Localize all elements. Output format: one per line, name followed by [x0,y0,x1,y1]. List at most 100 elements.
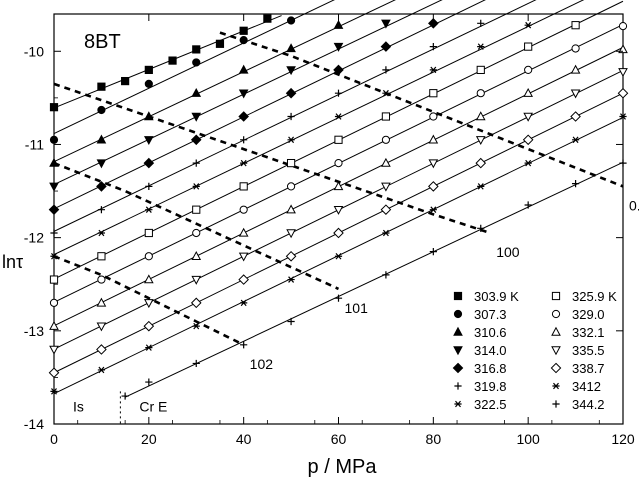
data-point [428,134,439,144]
data-point [49,157,59,167]
legend-marker [550,362,562,374]
chart-title: 8BT [84,31,121,53]
legend-label: 307.3 [474,307,507,322]
data-point [287,317,295,326]
pressure-dashed-line [219,31,624,188]
data-point [333,205,344,215]
data-point [429,248,437,256]
data-point [192,159,200,167]
data-point [476,65,485,75]
series-fit-line [124,161,624,398]
data-point [121,392,129,400]
legend-marker [453,291,463,301]
data-point [240,341,248,349]
series-markers [48,14,629,400]
pressure-dashed-line [53,161,340,291]
data-point [571,179,580,188]
data-point [618,44,628,54]
legend-label: 316.8 [474,361,507,376]
data-point [619,159,627,167]
x-tick-label: 100 [516,431,540,447]
legend-label: 322.5 [474,397,507,412]
data-point [522,134,534,146]
data-point [239,26,248,35]
data-point [333,227,344,239]
data-point [192,228,201,238]
legend-marker [551,346,561,356]
data-point [240,159,248,167]
data-point [191,251,202,260]
data-point [475,136,486,146]
pressure-line-label: 100 [496,244,520,260]
data-point [333,181,344,191]
data-point [48,367,60,379]
x-tick-label: 40 [236,431,252,447]
data-point [240,136,248,144]
data-point [96,322,107,332]
data-point [144,252,153,261]
data-point [382,89,390,97]
data-point [50,252,58,260]
data-point [619,113,627,120]
data-point [429,43,437,51]
data-point [97,105,106,115]
data-point [239,182,248,191]
legend-marker [552,400,560,408]
data-point [145,206,153,213]
data-point [428,159,439,169]
data-point [192,58,201,67]
data-point [49,345,59,355]
data-point [238,89,249,99]
data-point [192,359,200,368]
data-point [429,66,437,74]
legend-marker [453,309,463,319]
legend-marker [453,326,463,336]
legend-marker [454,400,462,408]
x-tick-label: 80 [426,431,442,447]
legend-label: 310.6 [474,325,507,340]
data-point [97,366,106,374]
data-point [144,228,153,238]
data-point [192,45,201,54]
data-point [429,89,438,98]
y-tick-label: -12 [24,230,44,246]
data-point [215,39,225,48]
legend-label: 332.1 [572,325,605,340]
y-tick-label: -11 [25,136,44,152]
data-point [286,204,296,214]
data-point [97,229,106,237]
legend-label: 335.5 [572,343,605,358]
legend-marker [454,382,462,390]
data-point [524,201,532,209]
data-point [570,111,581,122]
pressure-line-label: 101 [345,300,369,316]
y-axis-label: lnτ [2,252,23,272]
data-point [286,66,296,76]
data-point [286,43,296,53]
data-point [524,159,532,167]
data-point [50,388,58,395]
axes-ticks: 0 20 40 60 80 100 120 -10 -11 -12 -13 -14 [24,14,635,447]
series-fit-line [53,0,396,163]
y-tick-label: -14 [24,416,44,432]
data-point [145,182,153,190]
data-point [97,82,106,91]
legend-label: 319.8 [474,379,507,394]
data-point [143,274,154,284]
x-tick-label: 60 [331,431,347,447]
data-point [96,297,107,307]
pressure-dashed-line [53,82,491,235]
data-point [238,252,249,262]
data-point [49,182,59,192]
data-point [143,136,154,146]
data-point [571,44,580,53]
data-point [570,64,581,74]
data-point [143,299,154,309]
data-point [96,181,107,192]
data-point [286,182,296,191]
data-point [617,87,629,99]
data-point [238,227,249,237]
series-fit-line [53,0,585,256]
data-point [380,41,392,52]
y-tick-label: -13 [24,323,44,339]
